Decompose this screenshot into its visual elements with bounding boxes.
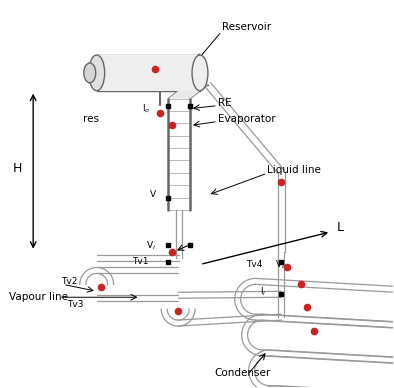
Text: V$_o$: V$_o$ bbox=[275, 258, 287, 271]
Polygon shape bbox=[168, 85, 208, 99]
Text: Evaporator: Evaporator bbox=[218, 114, 275, 123]
Text: Liquid line: Liquid line bbox=[268, 165, 322, 175]
Text: H: H bbox=[13, 162, 22, 175]
Text: Tv1: Tv1 bbox=[132, 257, 149, 266]
Text: Reservoir: Reservoir bbox=[222, 22, 271, 32]
Ellipse shape bbox=[84, 63, 96, 83]
Text: I$_o$: I$_o$ bbox=[142, 102, 151, 115]
Ellipse shape bbox=[89, 55, 105, 91]
Text: Tv4: Tv4 bbox=[245, 260, 262, 269]
Text: V: V bbox=[151, 191, 156, 199]
Polygon shape bbox=[97, 55, 200, 91]
Text: Vapour line: Vapour line bbox=[9, 292, 68, 302]
Text: Tv3: Tv3 bbox=[67, 300, 84, 309]
Text: RE: RE bbox=[218, 98, 231, 107]
Text: Tv2: Tv2 bbox=[61, 277, 77, 286]
Text: I$_i$: I$_i$ bbox=[260, 285, 266, 298]
Ellipse shape bbox=[192, 55, 208, 91]
Text: res: res bbox=[83, 114, 99, 123]
Text: V$_i$: V$_i$ bbox=[146, 239, 156, 252]
Text: L: L bbox=[337, 221, 344, 234]
Text: Condenser: Condenser bbox=[215, 368, 271, 378]
